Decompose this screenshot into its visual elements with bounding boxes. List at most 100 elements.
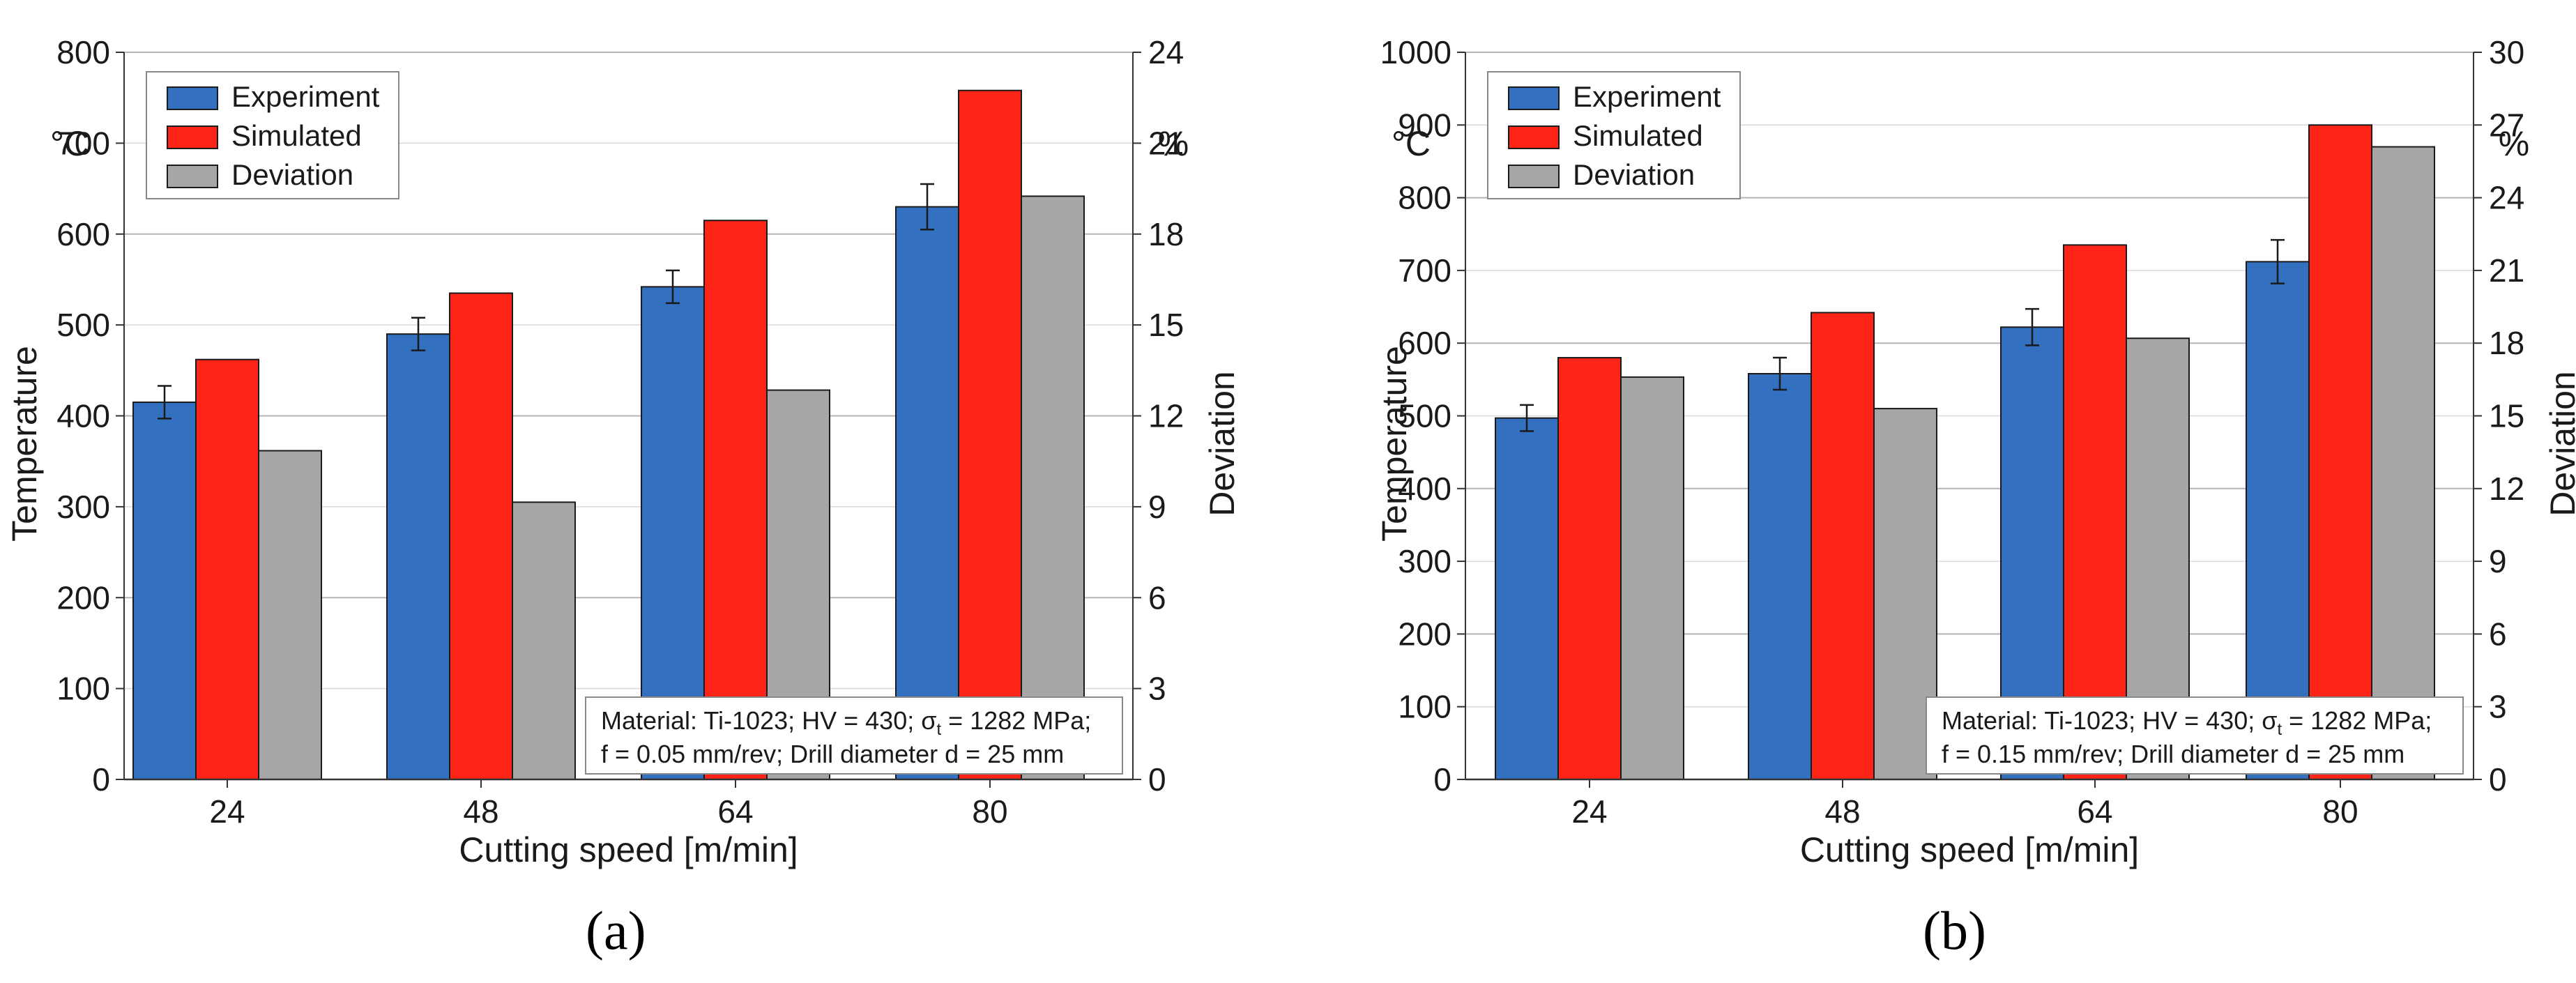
x-tick-label: 48	[463, 793, 498, 830]
y2-tick-label: 21	[2489, 252, 2524, 289]
y-tick-label: 700	[1398, 252, 1451, 289]
bar-simulated	[1557, 357, 1622, 780]
annotation-line2: f = 0.05 mm/rev; Drill diameter d = 25 m…	[601, 740, 1064, 768]
bar-experiment	[1748, 373, 1812, 780]
x-tick-label: 24	[1571, 793, 1607, 830]
y2-tick-label: 24	[1148, 34, 1184, 70]
y-tick-label: 400	[56, 398, 110, 434]
bar-experiment	[895, 206, 959, 780]
y2-axis-label: Deviation	[2543, 371, 2576, 516]
legend-label-deviation: Deviation	[231, 158, 353, 191]
x-tick-label: 64	[2077, 793, 2112, 830]
bar-experiment	[386, 333, 450, 781]
y-tick-label: 100	[1398, 689, 1451, 725]
x-axis-label: Cutting speed [m/min]	[459, 830, 798, 869]
y-tick-label: 1000	[1380, 34, 1451, 70]
annotation-line2: f = 0.15 mm/rev; Drill diameter d = 25 m…	[1942, 740, 2404, 768]
y2-tick-label: 18	[1148, 216, 1184, 252]
bar-simulated	[2063, 244, 2127, 780]
bar-simulated	[449, 292, 513, 780]
x-axis-label: Cutting speed [m/min]	[1800, 830, 2139, 869]
x-tick-label: 48	[1824, 793, 1860, 830]
y-axis-label: Temperature	[1375, 346, 1414, 542]
legend-label-simulated: Simulated	[231, 119, 362, 152]
y2-tick-label: 18	[2489, 325, 2524, 361]
bar-simulated	[195, 358, 259, 780]
bar-experiment	[132, 401, 197, 780]
bar-deviation	[512, 501, 576, 780]
y2-tick-label: 12	[2489, 471, 2524, 507]
chart-a: 0 100 200 300 400 500 600 700 800 0 3 6 9 12 15 18 21 24 2…	[5, 34, 1242, 869]
y2-tick-label: 12	[1148, 398, 1184, 434]
y-tick-label: 500	[1398, 398, 1451, 434]
y-tick-label: 200	[56, 579, 110, 616]
bar-deviation	[1021, 195, 1085, 781]
legend-swatch-simulated	[1508, 125, 1560, 149]
x-tick-label: 24	[209, 793, 245, 830]
legend-label-experiment: Experiment	[231, 80, 380, 113]
y-tick-label: 600	[1398, 325, 1451, 361]
y-tick-label: 900	[1398, 107, 1451, 143]
panel-label-a: (a)	[586, 900, 646, 961]
y2-axis-unit: %	[1158, 124, 1189, 163]
y-tick-label: 0	[92, 761, 110, 798]
y2-tick-label: 6	[2489, 616, 2507, 652]
y2-tick-label: 24	[2489, 180, 2524, 216]
y2-tick-label: 6	[1148, 579, 1166, 616]
y2-tick-label: 9	[1148, 489, 1166, 525]
y-tick-label: 300	[1398, 543, 1451, 579]
y-tick-label: 200	[1398, 616, 1451, 652]
y2-tick-label: 0	[1148, 761, 1166, 798]
annotation-line1: Material: Ti-1023; HV = 430; σt = 1282 M…	[601, 706, 1091, 739]
bar-experiment	[2246, 261, 2310, 781]
x-tick-label: 64	[717, 793, 753, 830]
legend-label-deviation: Deviation	[1573, 158, 1695, 191]
y-axis-label: Temperature	[5, 346, 44, 542]
y-tick-label: 800	[56, 34, 110, 70]
y2-tick-label: 9	[2489, 543, 2507, 579]
y2-tick-label: 27	[2489, 107, 2524, 143]
y-axis-unit: °C	[1392, 124, 1431, 163]
annotation-box	[1926, 696, 2464, 775]
x-tick-label: 80	[972, 793, 1007, 830]
bar-deviation	[1620, 376, 1684, 780]
bar-experiment	[1495, 417, 1559, 780]
panel-label-b: (b)	[1923, 900, 1986, 961]
y-tick-label: 600	[56, 216, 110, 252]
y-tick-label: 400	[1398, 471, 1451, 507]
x-tick-label: 80	[2322, 793, 2358, 830]
legend-label-simulated: Simulated	[1573, 119, 1703, 152]
y2-tick-label: 0	[2489, 761, 2507, 798]
y-tick-label: 0	[1433, 761, 1451, 798]
y-tick-label: 500	[56, 307, 110, 343]
y2-tick-label: 3	[1148, 671, 1166, 707]
bar-simulated	[1811, 312, 1875, 781]
chart-b: 0 100 200 300 400 500 600 700 800 900 1000 0 3 6 9 12 15…	[1375, 34, 2576, 869]
legend-label-experiment: Experiment	[1573, 80, 1721, 113]
legend-swatch-simulated	[167, 125, 218, 149]
annotation-line1: Material: Ti-1023; HV = 430; σt = 1282 M…	[1942, 706, 2432, 739]
y2-tick-label: 30	[2489, 34, 2524, 70]
y-tick-label: 300	[56, 489, 110, 525]
y-tick-label: 700	[56, 125, 110, 161]
bar-simulated	[703, 220, 768, 781]
y-tick-label: 100	[56, 671, 110, 707]
bar-deviation	[258, 450, 322, 781]
bar-simulated	[2308, 124, 2372, 781]
y2-axis-unit: %	[2499, 124, 2529, 163]
legend-swatch-experiment	[167, 86, 218, 110]
y2-tick-label: 21	[1148, 125, 1184, 161]
legend-swatch-deviation	[167, 165, 218, 188]
y2-tick-label: 3	[2489, 689, 2507, 725]
legend-swatch-experiment	[1508, 86, 1560, 110]
bar-simulated	[958, 89, 1022, 780]
y-tick-label: 800	[1398, 180, 1451, 216]
legend-swatch-deviation	[1508, 165, 1560, 188]
y-axis-unit: °C	[50, 124, 89, 163]
annotation-box	[585, 696, 1123, 775]
bar-deviation	[2371, 146, 2435, 780]
y2-tick-label: 15	[2489, 398, 2524, 434]
y2-axis-label: Deviation	[1203, 371, 1242, 516]
y2-tick-label: 15	[1148, 307, 1184, 343]
